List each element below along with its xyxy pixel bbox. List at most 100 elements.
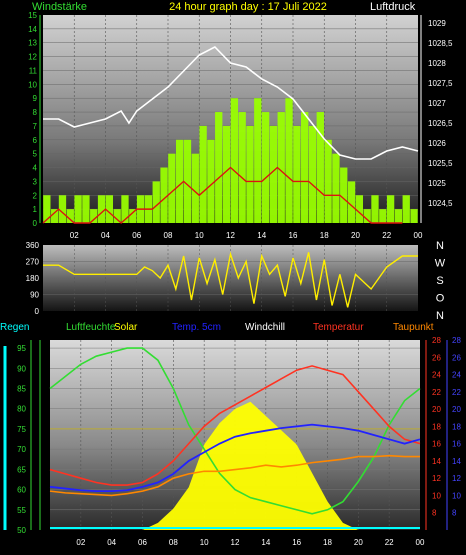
direction-tick-label: 180: [26, 274, 40, 283]
wind-tick-label: 6: [33, 136, 38, 145]
temperature-tick-label: 18: [432, 422, 441, 431]
wind-tick-label: 10: [28, 80, 37, 89]
legend-item: Windchill: [245, 322, 285, 333]
wind-bar: [238, 112, 246, 223]
x-tick-label: 04: [107, 538, 116, 547]
compass-label: W: [435, 258, 446, 270]
temperature-tick-label: 14: [432, 457, 441, 466]
compass-label: O: [436, 293, 445, 305]
x-tick-label: 08: [164, 231, 173, 240]
wind-bar: [402, 195, 410, 223]
direction-series: [43, 251, 418, 308]
pressure-tick-label: 1029: [428, 19, 446, 28]
legend-item: Temperatur: [313, 322, 364, 333]
wind-bar: [316, 112, 324, 223]
temp5cm-tick-label: 28: [452, 336, 461, 345]
wind-tick-label: 14: [28, 25, 37, 34]
x-tick-label: 16: [292, 538, 301, 547]
wind-bar: [66, 209, 74, 223]
wind-x-axis: 02 04 06 08 10 12 14 16 18 20 22 00: [70, 231, 423, 240]
wind-bar: [129, 209, 137, 223]
wind-tick-label: 5: [33, 150, 38, 159]
x-tick-label: 10: [200, 538, 209, 547]
x-tick-label: 18: [320, 231, 329, 240]
wind-bar: [386, 195, 395, 223]
gust-line: [42, 166, 403, 224]
temp5cm-tick-label: 24: [452, 371, 461, 380]
humidity-tick-label: 55: [17, 506, 26, 515]
temperature-tick-label: 22: [432, 388, 441, 397]
pressure-tick-label: 1028,5: [428, 39, 453, 48]
x-tick-label: 10: [195, 231, 204, 240]
wind-tick-label: 7: [33, 122, 38, 131]
x-tick-label: 20: [354, 538, 363, 547]
x-tick-label: 04: [101, 231, 110, 240]
compass-label: N: [436, 310, 444, 322]
wind-bar: [215, 112, 223, 223]
wind-tick-label: 1: [33, 205, 38, 214]
wind-bar: [340, 167, 348, 223]
temperature-series: [49, 365, 421, 486]
temperature-tick-label: 26: [432, 353, 441, 362]
wind-bar: [51, 209, 59, 223]
temp5cm-tick-label: 20: [452, 405, 461, 414]
humidity-tick-label: 50: [17, 526, 26, 535]
direction-tick-label: 360: [26, 241, 40, 250]
pressure-tick-label: 1026,5: [428, 119, 453, 128]
wind-bar: [58, 195, 67, 223]
wind-bar: [277, 112, 285, 223]
temperature-tick-label: 28: [432, 336, 441, 345]
humidity-tick-label: 60: [17, 486, 26, 495]
pressure-tick-label: 1028: [428, 59, 446, 68]
wind-bar: [246, 125, 254, 223]
pressure-tick-label: 1027: [428, 99, 446, 108]
wind-bar: [121, 195, 129, 223]
wind-bar: [293, 125, 301, 223]
wind-bar: [152, 181, 160, 223]
temperature-tick-label: 12: [432, 474, 441, 483]
x-tick-label: 18: [323, 538, 332, 547]
wind-bar: [82, 195, 90, 223]
temp5cm-tick-label: 22: [452, 388, 461, 397]
compass-label: S: [436, 275, 443, 287]
weather-lines: [49, 347, 421, 529]
legend-item: Temp. 5cm: [172, 322, 221, 333]
wind-tick-label: 0: [33, 219, 38, 228]
wind-bar: [332, 153, 340, 223]
wind-tick-label: 15: [28, 11, 37, 20]
x-tick-label: 00: [414, 231, 423, 240]
x-tick-label: 14: [261, 538, 270, 547]
x-tick-label: 02: [76, 538, 85, 547]
humidity-tick-label: 70: [17, 445, 26, 454]
wind-bar: [176, 139, 184, 223]
temperature-tick-label: 20: [432, 405, 441, 414]
wind-bar: [308, 125, 317, 223]
direction-tick-label: 0: [35, 307, 40, 316]
wind-tick-label: 12: [28, 53, 37, 62]
legend-item: Luftfeuchte: [66, 322, 116, 333]
x-tick-label: 22: [382, 231, 391, 240]
wind-bar: [355, 195, 364, 223]
wind-bar: [199, 125, 207, 223]
temperature-y-axis: 8 10 12 14 16 18 20 22 24 26 28: [425, 336, 441, 530]
wind-bar: [324, 139, 332, 223]
gust-series: [42, 166, 403, 224]
pressure-line: [43, 46, 419, 160]
wind-bar: [301, 112, 309, 223]
wind-bar: [347, 181, 356, 223]
wind-tick-label: 3: [33, 177, 38, 186]
temp5cm-tick-label: 16: [452, 440, 461, 449]
wind-tick-label: 11: [29, 66, 38, 75]
temp5cm-tick-label: 26: [452, 353, 461, 362]
wind-bar: [168, 153, 176, 223]
solar-area: [142, 401, 359, 530]
humidity-tick-label: 75: [17, 425, 26, 434]
temperature-tick-label: 8: [432, 509, 437, 518]
temp5cm-series: [49, 423, 421, 493]
temperature-tick-label: 10: [432, 491, 441, 500]
x-tick-label: 06: [132, 231, 141, 240]
pressure-tick-label: 1026: [428, 139, 446, 148]
pressure-axis-title: Luftdruck: [370, 1, 416, 13]
